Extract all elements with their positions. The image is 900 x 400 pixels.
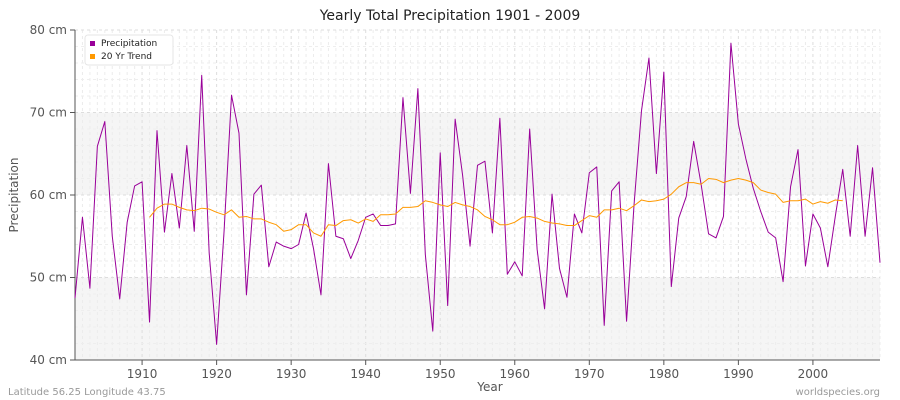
x-tick-label: 1980	[649, 367, 680, 381]
x-axis-title: Year	[476, 380, 502, 394]
x-tick-label: 1950	[425, 367, 456, 381]
y-tick-label: 80 cm	[30, 23, 67, 37]
series-line-precipitation	[74, 42, 881, 345]
y-tick-label: 70 cm	[30, 106, 67, 120]
y-axis-title: Precipitation	[7, 157, 21, 232]
x-tick-label: 1960	[499, 367, 530, 381]
legend-label: Precipitation	[101, 39, 157, 49]
legend-box	[84, 34, 174, 66]
x-tick-label: 1970	[574, 367, 605, 381]
y-tick-label: 60 cm	[30, 188, 67, 202]
footer-location: Latitude 56.25 Longitude 43.75	[8, 387, 166, 398]
y-tick-label: 50 cm	[30, 271, 67, 285]
x-tick-label: 1930	[276, 367, 307, 381]
legend: Precipitation 20 Yr Trend	[84, 34, 174, 66]
x-tick-label: 1940	[350, 367, 381, 381]
x-tick-label: 1990	[723, 367, 754, 381]
x-tick-label: 1910	[127, 367, 158, 381]
footer-source: worldspecies.org	[796, 387, 880, 398]
x-tick-label: 1920	[201, 367, 232, 381]
x-tick-label: 2000	[798, 367, 829, 381]
y-tick-label: 40 cm	[30, 353, 67, 367]
legend-swatch	[90, 54, 95, 59]
legend-swatch	[90, 41, 95, 46]
series-line-20-yr-trend	[149, 178, 843, 237]
chart-title: Yearly Total Precipitation 1901 - 2009	[319, 8, 581, 24]
legend-label: 20 Yr Trend	[101, 52, 152, 62]
